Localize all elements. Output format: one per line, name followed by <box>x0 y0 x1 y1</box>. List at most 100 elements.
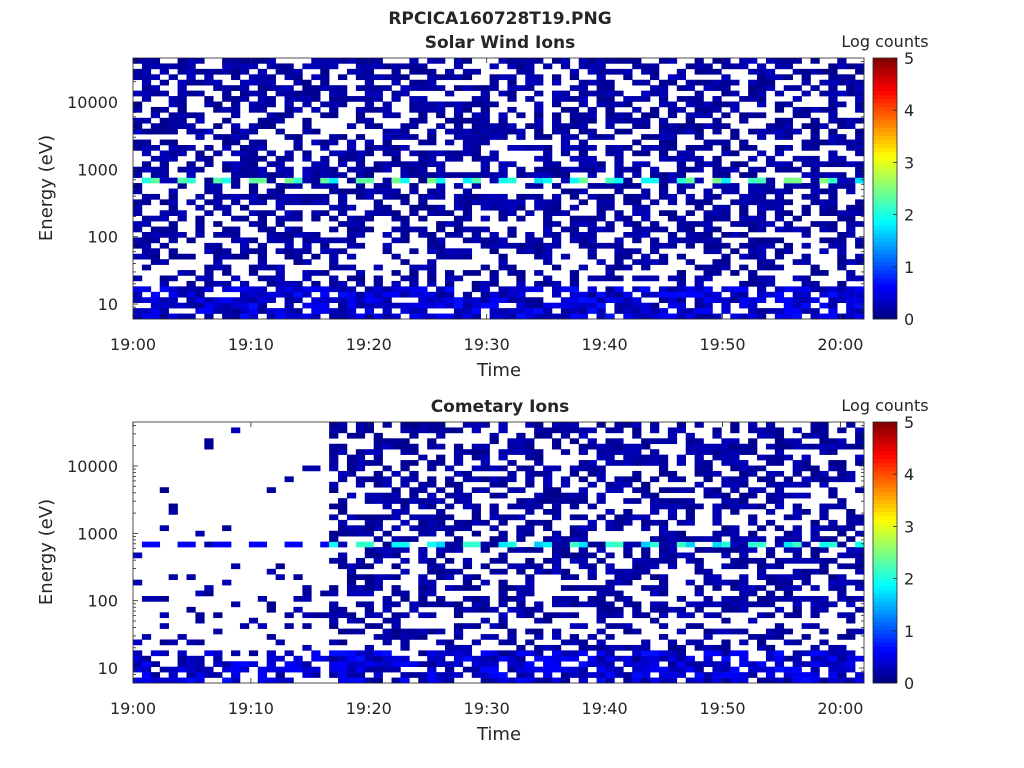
heatmap-cell <box>275 204 285 211</box>
heatmap-cell <box>721 655 731 662</box>
heatmap-cell <box>569 297 580 303</box>
heatmap-cell <box>516 128 526 135</box>
heatmap-cell <box>462 85 473 91</box>
heatmap-cell <box>338 85 348 91</box>
heatmap-cell <box>730 90 740 97</box>
heatmap-cell <box>480 96 490 102</box>
heatmap-cell <box>516 112 526 119</box>
heatmap-cell <box>587 552 597 559</box>
heatmap-cell <box>204 275 214 282</box>
heatmap-cell <box>792 574 802 580</box>
heatmap-cell <box>275 117 285 124</box>
heatmap-cell <box>329 541 339 548</box>
heatmap-cell <box>765 492 776 499</box>
heatmap-cell <box>213 150 223 157</box>
heatmap-cell <box>364 145 374 151</box>
heatmap-cell <box>828 150 838 157</box>
heatmap-cell <box>329 139 339 146</box>
heatmap-cell <box>676 308 686 314</box>
heatmap-cell <box>427 530 437 537</box>
heatmap-cell <box>658 188 669 195</box>
colorbar-segment <box>873 568 897 574</box>
heatmap-cell <box>810 123 820 129</box>
heatmap-cell <box>641 259 651 265</box>
heatmap-cell <box>658 145 669 151</box>
heatmap-cell <box>516 286 526 293</box>
heatmap-cell <box>721 644 731 651</box>
heatmap-cell <box>525 302 535 309</box>
heatmap-cell <box>525 297 535 303</box>
heatmap-cell <box>667 101 678 108</box>
y-tick-label: 1000 <box>77 160 118 179</box>
heatmap-cell <box>391 313 401 320</box>
heatmap-cell <box>650 677 660 684</box>
heatmap-cell <box>837 117 847 124</box>
heatmap-cell <box>186 661 196 667</box>
heatmap-cell <box>623 476 633 483</box>
heatmap-cell <box>810 476 820 483</box>
heatmap-cell <box>846 286 856 293</box>
heatmap-cell <box>373 123 383 129</box>
heatmap-cell <box>498 585 508 591</box>
heatmap-cell <box>605 672 615 678</box>
heatmap-cell <box>400 547 410 553</box>
heatmap-cell <box>819 677 829 684</box>
heatmap-cell <box>810 221 820 227</box>
heatmap-cell <box>373 634 383 640</box>
x-tick-label: 20:00 <box>817 335 863 354</box>
heatmap-cell <box>382 134 392 140</box>
heatmap-cell <box>364 574 374 580</box>
heatmap-cell <box>837 58 847 64</box>
heatmap-cell <box>783 639 793 646</box>
heatmap-cell <box>311 666 321 673</box>
heatmap-cell <box>560 655 571 662</box>
heatmap-cell <box>667 123 678 129</box>
heatmap-cell <box>453 644 464 651</box>
heatmap-cell <box>730 606 740 613</box>
heatmap-cell <box>391 150 401 157</box>
heatmap-cell <box>730 547 740 553</box>
heatmap-cell <box>846 183 856 189</box>
heatmap-cell <box>436 563 446 570</box>
heatmap-cell <box>204 161 214 168</box>
heatmap-cell <box>525 237 535 244</box>
heatmap-cell <box>507 596 517 602</box>
heatmap-cell <box>792 166 802 173</box>
heatmap-cell <box>311 166 321 173</box>
heatmap-cell <box>213 101 223 108</box>
colorbar-segment <box>873 434 897 439</box>
heatmap-cell <box>231 253 241 260</box>
heatmap-cell <box>204 313 214 320</box>
panel-solar-wind: Solar Wind Ions 19:00 19:10 19:20 19:30 19:4… <box>36 32 929 381</box>
colorbar-tick-label: 1 <box>904 258 914 277</box>
heatmap-cell <box>694 308 704 314</box>
heatmap-cell <box>676 286 686 293</box>
heatmap-cell <box>587 574 597 580</box>
heatmap-cell <box>453 623 464 629</box>
heatmap-cell <box>284 308 294 314</box>
heatmap-cell <box>774 525 785 532</box>
heatmap-cell <box>159 639 169 646</box>
heatmap-cell <box>133 188 143 195</box>
heatmap-cell <box>480 85 490 91</box>
heatmap-cell <box>400 498 410 504</box>
heatmap-cell <box>355 215 366 222</box>
heatmap-cell <box>311 672 321 678</box>
heatmap-cell <box>257 210 268 216</box>
heatmap-cell <box>855 541 865 548</box>
heatmap-cell <box>569 525 580 532</box>
heatmap-cell <box>569 117 580 124</box>
heatmap-cell <box>703 188 713 195</box>
heatmap-cell <box>819 210 829 216</box>
heatmap-cell <box>685 155 695 162</box>
heatmap-cell <box>685 210 695 216</box>
heatmap-cell <box>346 666 357 673</box>
heatmap-cell <box>462 58 473 64</box>
heatmap-cell <box>266 655 276 662</box>
heatmap-cell <box>516 302 526 309</box>
heatmap-cell <box>774 58 785 64</box>
heatmap-cell <box>311 280 321 287</box>
heatmap-cell <box>150 106 161 113</box>
heatmap-cell <box>596 161 606 168</box>
heatmap-cell <box>462 585 473 591</box>
